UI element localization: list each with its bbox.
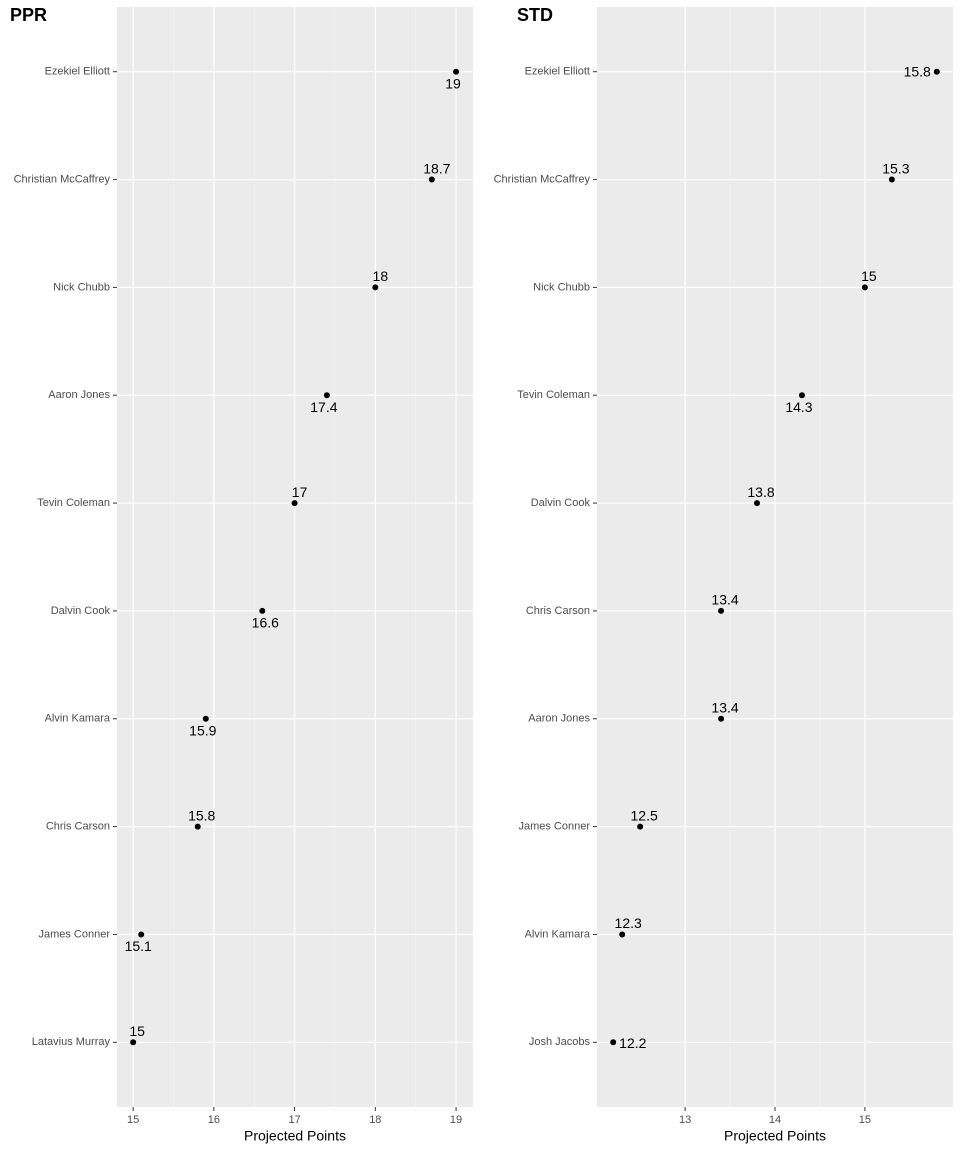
point xyxy=(323,392,330,399)
y-tick-label: Alvin Kamara xyxy=(45,713,111,725)
y-tick-label: Nick Chubb xyxy=(533,281,590,293)
x-axis-title: Projected Points xyxy=(244,1128,346,1144)
point xyxy=(754,500,761,507)
y-tick-label: Tevin Coleman xyxy=(37,497,110,509)
x-tick-label: 16 xyxy=(208,1114,220,1126)
data-label: 19 xyxy=(445,75,461,91)
x-tick-label: 17 xyxy=(288,1114,300,1126)
data-label: 12.2 xyxy=(619,1035,646,1051)
x-tick-label: 15 xyxy=(859,1114,871,1126)
y-tick-label: Aaron Jones xyxy=(528,713,590,725)
x-tick-label: 15 xyxy=(127,1114,139,1126)
y-tick-label: Latavius Murray xyxy=(32,1036,111,1048)
panel-title: PPR xyxy=(10,5,47,25)
data-label: 18 xyxy=(373,268,389,284)
x-tick-label: 18 xyxy=(369,1114,381,1126)
x-tick-label: 19 xyxy=(450,1114,462,1126)
data-label: 12.3 xyxy=(615,915,642,931)
point xyxy=(619,931,626,938)
x-axis-title: Projected Points xyxy=(724,1128,826,1144)
y-tick-label: Tevin Coleman xyxy=(517,389,590,401)
data-label: 15.9 xyxy=(189,722,216,738)
y-tick-label: Aaron Jones xyxy=(48,389,110,401)
y-tick-label: Nick Chubb xyxy=(53,281,110,293)
point xyxy=(718,607,725,614)
point xyxy=(130,1039,137,1046)
panel-title: STD xyxy=(517,5,553,25)
data-label: 15.3 xyxy=(882,160,909,176)
data-label: 17.4 xyxy=(310,399,337,415)
point xyxy=(428,176,435,183)
data-label: 15.8 xyxy=(188,807,215,823)
x-tick-label: 13 xyxy=(679,1114,691,1126)
point xyxy=(888,176,895,183)
y-tick-label: Josh Jacobs xyxy=(529,1036,591,1048)
point xyxy=(798,392,805,399)
point xyxy=(637,823,644,830)
point xyxy=(718,715,725,722)
data-label: 14.3 xyxy=(785,399,812,415)
y-tick-label: Dalvin Cook xyxy=(51,605,111,617)
point xyxy=(291,500,298,507)
data-label: 17 xyxy=(292,484,308,500)
point xyxy=(202,715,209,722)
y-tick-label: Ezekiel Elliott xyxy=(45,66,110,78)
point xyxy=(861,284,868,291)
point xyxy=(372,284,379,291)
y-tick-label: Chris Carson xyxy=(46,821,110,833)
point xyxy=(933,68,940,75)
y-tick-label: James Conner xyxy=(518,821,590,833)
point xyxy=(259,607,266,614)
y-tick-label: James Conner xyxy=(38,928,110,940)
data-label: 15.8 xyxy=(904,63,931,79)
data-label: 13.4 xyxy=(711,592,738,608)
data-label: 15 xyxy=(861,268,877,284)
data-label: 18.7 xyxy=(423,160,450,176)
point xyxy=(138,931,145,938)
data-label: 13.8 xyxy=(747,484,774,500)
data-label: 15 xyxy=(129,1023,145,1039)
x-tick-label: 14 xyxy=(769,1114,781,1126)
data-label: 16.6 xyxy=(252,615,279,631)
y-tick-label: Christian McCaffrey xyxy=(14,173,111,185)
data-label: 15.1 xyxy=(125,938,152,954)
point xyxy=(610,1039,617,1046)
point xyxy=(453,68,460,75)
y-tick-label: Chris Carson xyxy=(526,605,590,617)
y-tick-label: Alvin Kamara xyxy=(525,928,591,940)
y-tick-label: Dalvin Cook xyxy=(531,497,591,509)
data-label: 13.4 xyxy=(711,699,738,715)
y-tick-label: Ezekiel Elliott xyxy=(525,66,590,78)
point xyxy=(194,823,201,830)
data-label: 12.5 xyxy=(631,807,658,823)
y-tick-label: Christian McCaffrey xyxy=(494,173,591,185)
